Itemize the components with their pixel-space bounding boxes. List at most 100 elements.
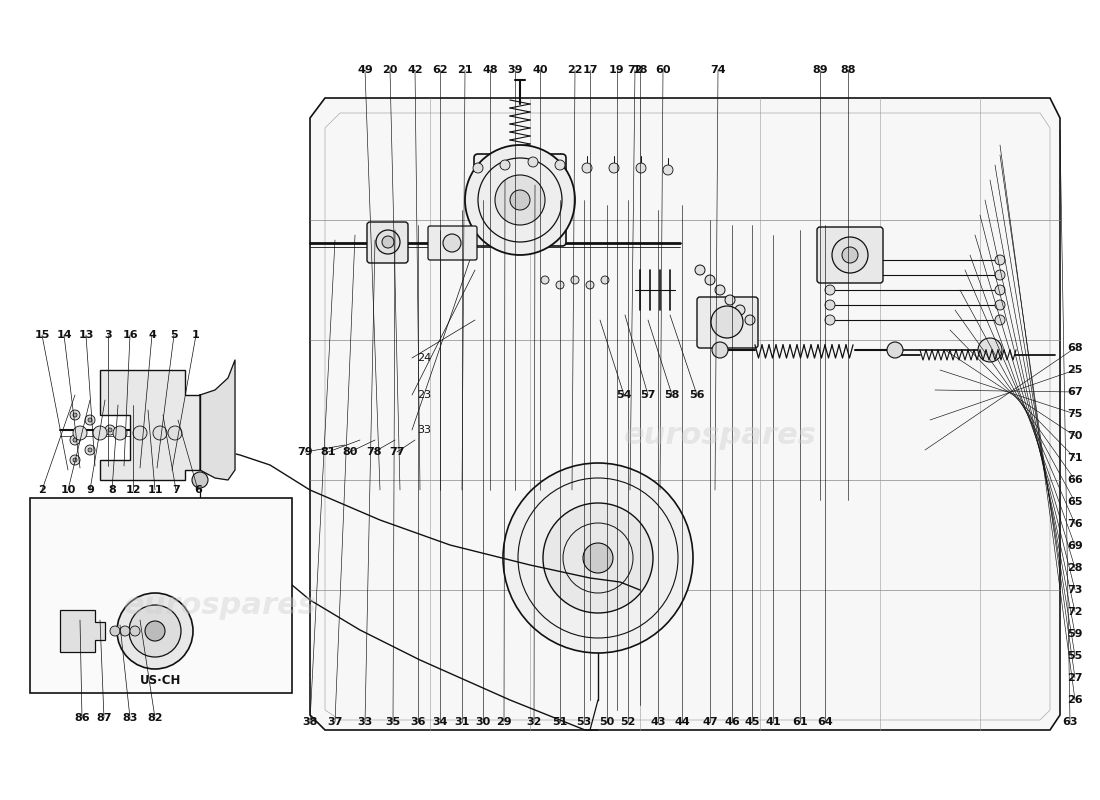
Text: 32: 32 <box>526 717 541 727</box>
Text: 23: 23 <box>417 390 431 400</box>
Text: 26: 26 <box>1067 695 1082 705</box>
Circle shape <box>825 285 835 295</box>
Text: US·CH: US·CH <box>141 674 182 687</box>
Circle shape <box>73 413 77 417</box>
Circle shape <box>117 593 192 669</box>
Circle shape <box>192 472 208 488</box>
Text: 43: 43 <box>650 717 666 727</box>
Circle shape <box>556 160 565 170</box>
Text: 70: 70 <box>1067 431 1082 441</box>
Text: 44: 44 <box>674 717 690 727</box>
Text: 14: 14 <box>56 330 72 340</box>
Text: 80: 80 <box>342 447 358 457</box>
Polygon shape <box>60 610 104 652</box>
Text: 7: 7 <box>172 485 180 495</box>
Circle shape <box>443 234 461 252</box>
Text: 64: 64 <box>817 717 833 727</box>
Circle shape <box>978 338 1002 362</box>
Text: 5: 5 <box>170 330 178 340</box>
Circle shape <box>582 163 592 173</box>
Circle shape <box>541 276 549 284</box>
Circle shape <box>73 438 77 442</box>
Text: 61: 61 <box>792 717 807 727</box>
Text: 40: 40 <box>532 65 548 75</box>
Text: 60: 60 <box>656 65 671 75</box>
Text: 82: 82 <box>147 713 163 723</box>
Circle shape <box>85 445 95 455</box>
Text: 54: 54 <box>616 390 631 400</box>
Text: 87: 87 <box>97 713 112 723</box>
Text: 58: 58 <box>664 390 680 400</box>
Text: 81: 81 <box>320 447 336 457</box>
Text: 36: 36 <box>410 717 426 727</box>
Circle shape <box>663 165 673 175</box>
Text: 24: 24 <box>417 353 431 363</box>
Circle shape <box>130 626 140 636</box>
Circle shape <box>88 448 92 452</box>
Text: 16: 16 <box>122 330 138 340</box>
Text: 65: 65 <box>1067 497 1082 507</box>
Circle shape <box>842 247 858 263</box>
Text: 78: 78 <box>366 447 382 457</box>
Circle shape <box>583 543 613 573</box>
Text: 1: 1 <box>192 330 200 340</box>
Circle shape <box>571 276 579 284</box>
Text: 74: 74 <box>711 65 726 75</box>
Circle shape <box>108 428 112 432</box>
Text: 30: 30 <box>475 717 491 727</box>
Circle shape <box>825 270 835 280</box>
Circle shape <box>996 315 1005 325</box>
Circle shape <box>495 175 544 225</box>
Text: 42: 42 <box>407 65 422 75</box>
Text: 75: 75 <box>1067 409 1082 419</box>
Circle shape <box>500 160 510 170</box>
Text: 89: 89 <box>812 65 828 75</box>
Text: 57: 57 <box>640 390 656 400</box>
Text: 20: 20 <box>383 65 398 75</box>
Text: 53: 53 <box>576 717 592 727</box>
Text: 33: 33 <box>417 425 431 435</box>
Circle shape <box>473 163 483 173</box>
Circle shape <box>609 163 619 173</box>
Text: 15: 15 <box>34 330 50 340</box>
Circle shape <box>601 276 609 284</box>
Text: eurospares: eurospares <box>123 590 317 619</box>
Text: 77: 77 <box>389 447 405 457</box>
Circle shape <box>887 342 903 358</box>
Text: 4: 4 <box>148 330 156 340</box>
Circle shape <box>70 455 80 465</box>
Circle shape <box>712 342 728 358</box>
Circle shape <box>153 426 167 440</box>
Text: eurospares: eurospares <box>624 421 816 450</box>
Text: 52: 52 <box>620 717 636 727</box>
Text: 3: 3 <box>104 330 112 340</box>
Text: 6: 6 <box>194 485 202 495</box>
Circle shape <box>556 281 564 289</box>
Text: 67: 67 <box>1067 387 1082 397</box>
Circle shape <box>510 190 530 210</box>
Circle shape <box>94 426 107 440</box>
Circle shape <box>88 418 92 422</box>
Circle shape <box>832 237 868 273</box>
Text: 9: 9 <box>86 485 94 495</box>
Circle shape <box>133 426 147 440</box>
Bar <box>30 498 292 693</box>
Text: 21: 21 <box>458 65 473 75</box>
Text: 72: 72 <box>1067 607 1082 617</box>
Text: 11: 11 <box>147 485 163 495</box>
Text: 79: 79 <box>297 447 312 457</box>
Text: 39: 39 <box>507 65 522 75</box>
Circle shape <box>825 300 835 310</box>
Text: 76: 76 <box>1067 519 1082 529</box>
Text: 12: 12 <box>125 485 141 495</box>
Circle shape <box>73 426 87 440</box>
Text: 86: 86 <box>74 713 90 723</box>
Circle shape <box>145 621 165 641</box>
Circle shape <box>85 415 95 425</box>
Circle shape <box>586 281 594 289</box>
Text: 83: 83 <box>122 713 138 723</box>
Text: 10: 10 <box>60 485 76 495</box>
Text: 2: 2 <box>39 485 46 495</box>
Circle shape <box>129 605 182 657</box>
Text: 71: 71 <box>1067 453 1082 463</box>
